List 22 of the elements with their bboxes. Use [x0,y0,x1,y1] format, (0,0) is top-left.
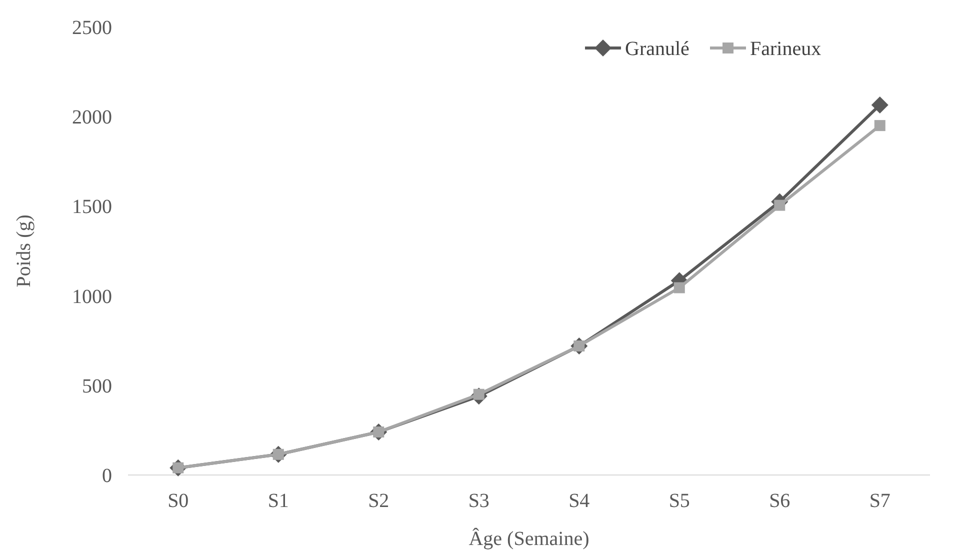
y-tick-label: 0 [102,465,112,487]
x-axis-title: Âge (Semaine) [468,527,590,550]
x-tick-label: S2 [368,490,390,512]
y-tick-label: 1500 [72,196,112,218]
y-axis-title: Poids (g) [13,214,35,288]
y-tick-label: 1000 [72,286,112,308]
legend-label: Granulé [625,38,690,60]
x-tick-label: S1 [268,490,289,512]
y-tick-label: 2500 [72,17,112,39]
legend-label: Farineux [750,38,822,60]
point [874,120,886,132]
point [674,282,685,294]
x-tick-label: S0 [168,490,189,512]
y-tick-label: 2000 [72,106,112,129]
x-tick-label: S4 [568,490,590,512]
point [871,96,888,114]
point [774,200,786,211]
x-tick-label: S6 [769,490,790,512]
y-tick-label: 500 [82,375,112,398]
x-tick-label: S3 [468,490,490,512]
x-tick-label: S5 [668,490,690,512]
x-tick-label: S7 [869,490,890,512]
